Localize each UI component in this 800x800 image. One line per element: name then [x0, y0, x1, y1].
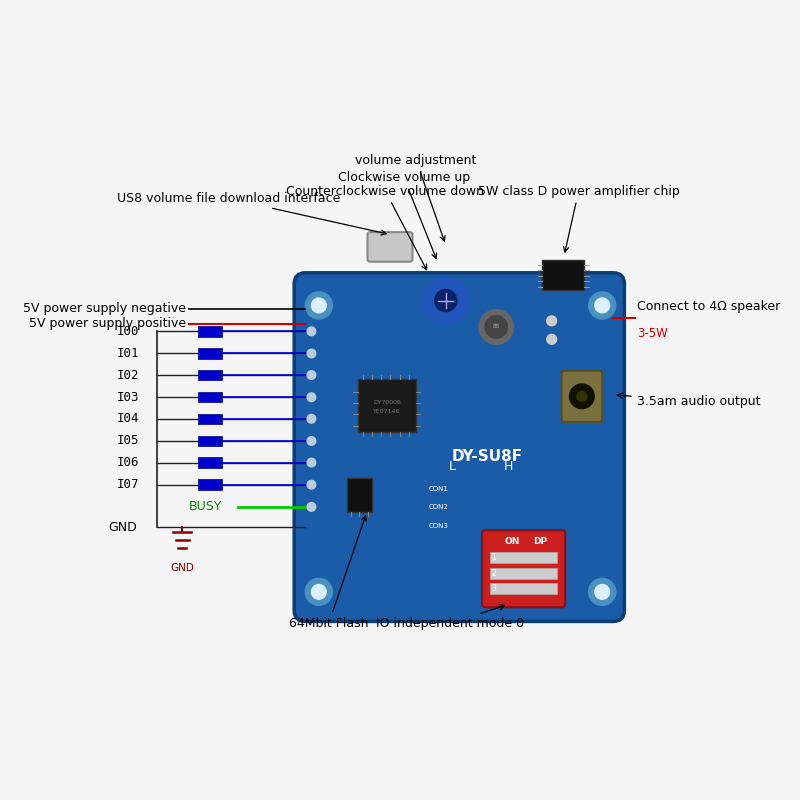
Bar	[542, 261, 584, 290]
Bar	[198, 436, 222, 446]
Bar	[490, 583, 558, 594]
Circle shape	[307, 458, 316, 467]
Text: 3: 3	[491, 584, 496, 594]
Circle shape	[589, 578, 616, 606]
Text: BUSY: BUSY	[189, 500, 222, 514]
FancyBboxPatch shape	[294, 273, 624, 622]
Text: CON3: CON3	[429, 523, 448, 529]
Circle shape	[434, 290, 457, 312]
Text: DY70006: DY70006	[373, 400, 401, 405]
Circle shape	[479, 310, 514, 344]
Text: 3.5am audio output: 3.5am audio output	[618, 393, 760, 408]
Text: DY-SU8F: DY-SU8F	[451, 449, 522, 464]
Text: 1: 1	[491, 553, 496, 562]
Text: I00: I00	[117, 325, 139, 338]
Bar	[198, 348, 222, 358]
Circle shape	[307, 370, 316, 379]
Circle shape	[307, 327, 316, 336]
Circle shape	[577, 391, 586, 402]
Circle shape	[306, 292, 332, 319]
Text: I03: I03	[117, 390, 139, 404]
Circle shape	[307, 437, 316, 446]
FancyBboxPatch shape	[482, 530, 566, 607]
Circle shape	[546, 334, 557, 344]
Circle shape	[307, 349, 316, 358]
Circle shape	[422, 277, 469, 324]
Text: 5W class D power amplifier chip: 5W class D power amplifier chip	[478, 185, 679, 252]
Circle shape	[306, 578, 332, 606]
Bar	[198, 414, 222, 424]
Text: H: H	[504, 460, 514, 474]
Circle shape	[311, 585, 326, 599]
Circle shape	[307, 414, 316, 423]
Text: DP: DP	[534, 538, 548, 546]
Text: IO independent mode 0: IO independent mode 0	[376, 605, 524, 630]
Circle shape	[307, 393, 316, 402]
Text: Counterclockwise volume down: Counterclockwise volume down	[286, 185, 484, 270]
Circle shape	[307, 502, 316, 511]
Bar	[198, 370, 222, 380]
Text: I05: I05	[117, 434, 139, 447]
Bar	[490, 567, 558, 578]
Circle shape	[546, 316, 557, 326]
Text: 64Mbit Flash: 64Mbit Flash	[289, 516, 369, 630]
Circle shape	[594, 298, 610, 313]
FancyBboxPatch shape	[562, 370, 602, 422]
Text: 5V power supply negative: 5V power supply negative	[23, 302, 186, 315]
Bar	[490, 552, 558, 563]
Text: volume adjustment: volume adjustment	[355, 154, 477, 241]
Text: 2: 2	[491, 569, 496, 578]
Circle shape	[570, 384, 594, 409]
Bar	[198, 458, 222, 468]
Text: I02: I02	[117, 369, 139, 382]
Bar	[347, 478, 372, 512]
Text: US8 volume file download interface: US8 volume file download interface	[117, 192, 386, 235]
Text: CON2: CON2	[429, 505, 448, 510]
Bar	[198, 392, 222, 402]
Text: L: L	[448, 460, 455, 474]
Circle shape	[485, 316, 507, 338]
FancyBboxPatch shape	[367, 232, 413, 262]
Text: YE07146: YE07146	[374, 409, 401, 414]
Bar	[198, 479, 222, 490]
Text: 5V power supply positive: 5V power supply positive	[30, 318, 186, 330]
Text: ON: ON	[505, 538, 520, 546]
Text: I01: I01	[117, 347, 139, 360]
Text: I06: I06	[117, 456, 139, 469]
Text: 88: 88	[493, 325, 500, 330]
Text: CON1: CON1	[429, 486, 448, 492]
Text: GND: GND	[170, 563, 194, 573]
Circle shape	[311, 298, 326, 313]
Text: Clockwise volume up: Clockwise volume up	[338, 171, 470, 258]
Circle shape	[307, 480, 316, 489]
Text: 3-5W: 3-5W	[637, 326, 667, 340]
Bar	[358, 379, 416, 432]
Bar	[198, 326, 222, 337]
Text: Connect to 4Ω speaker: Connect to 4Ω speaker	[637, 300, 780, 313]
Text: I04: I04	[117, 412, 139, 426]
Text: I07: I07	[117, 478, 139, 491]
Text: GND: GND	[108, 521, 137, 534]
Circle shape	[589, 292, 616, 319]
Circle shape	[594, 585, 610, 599]
